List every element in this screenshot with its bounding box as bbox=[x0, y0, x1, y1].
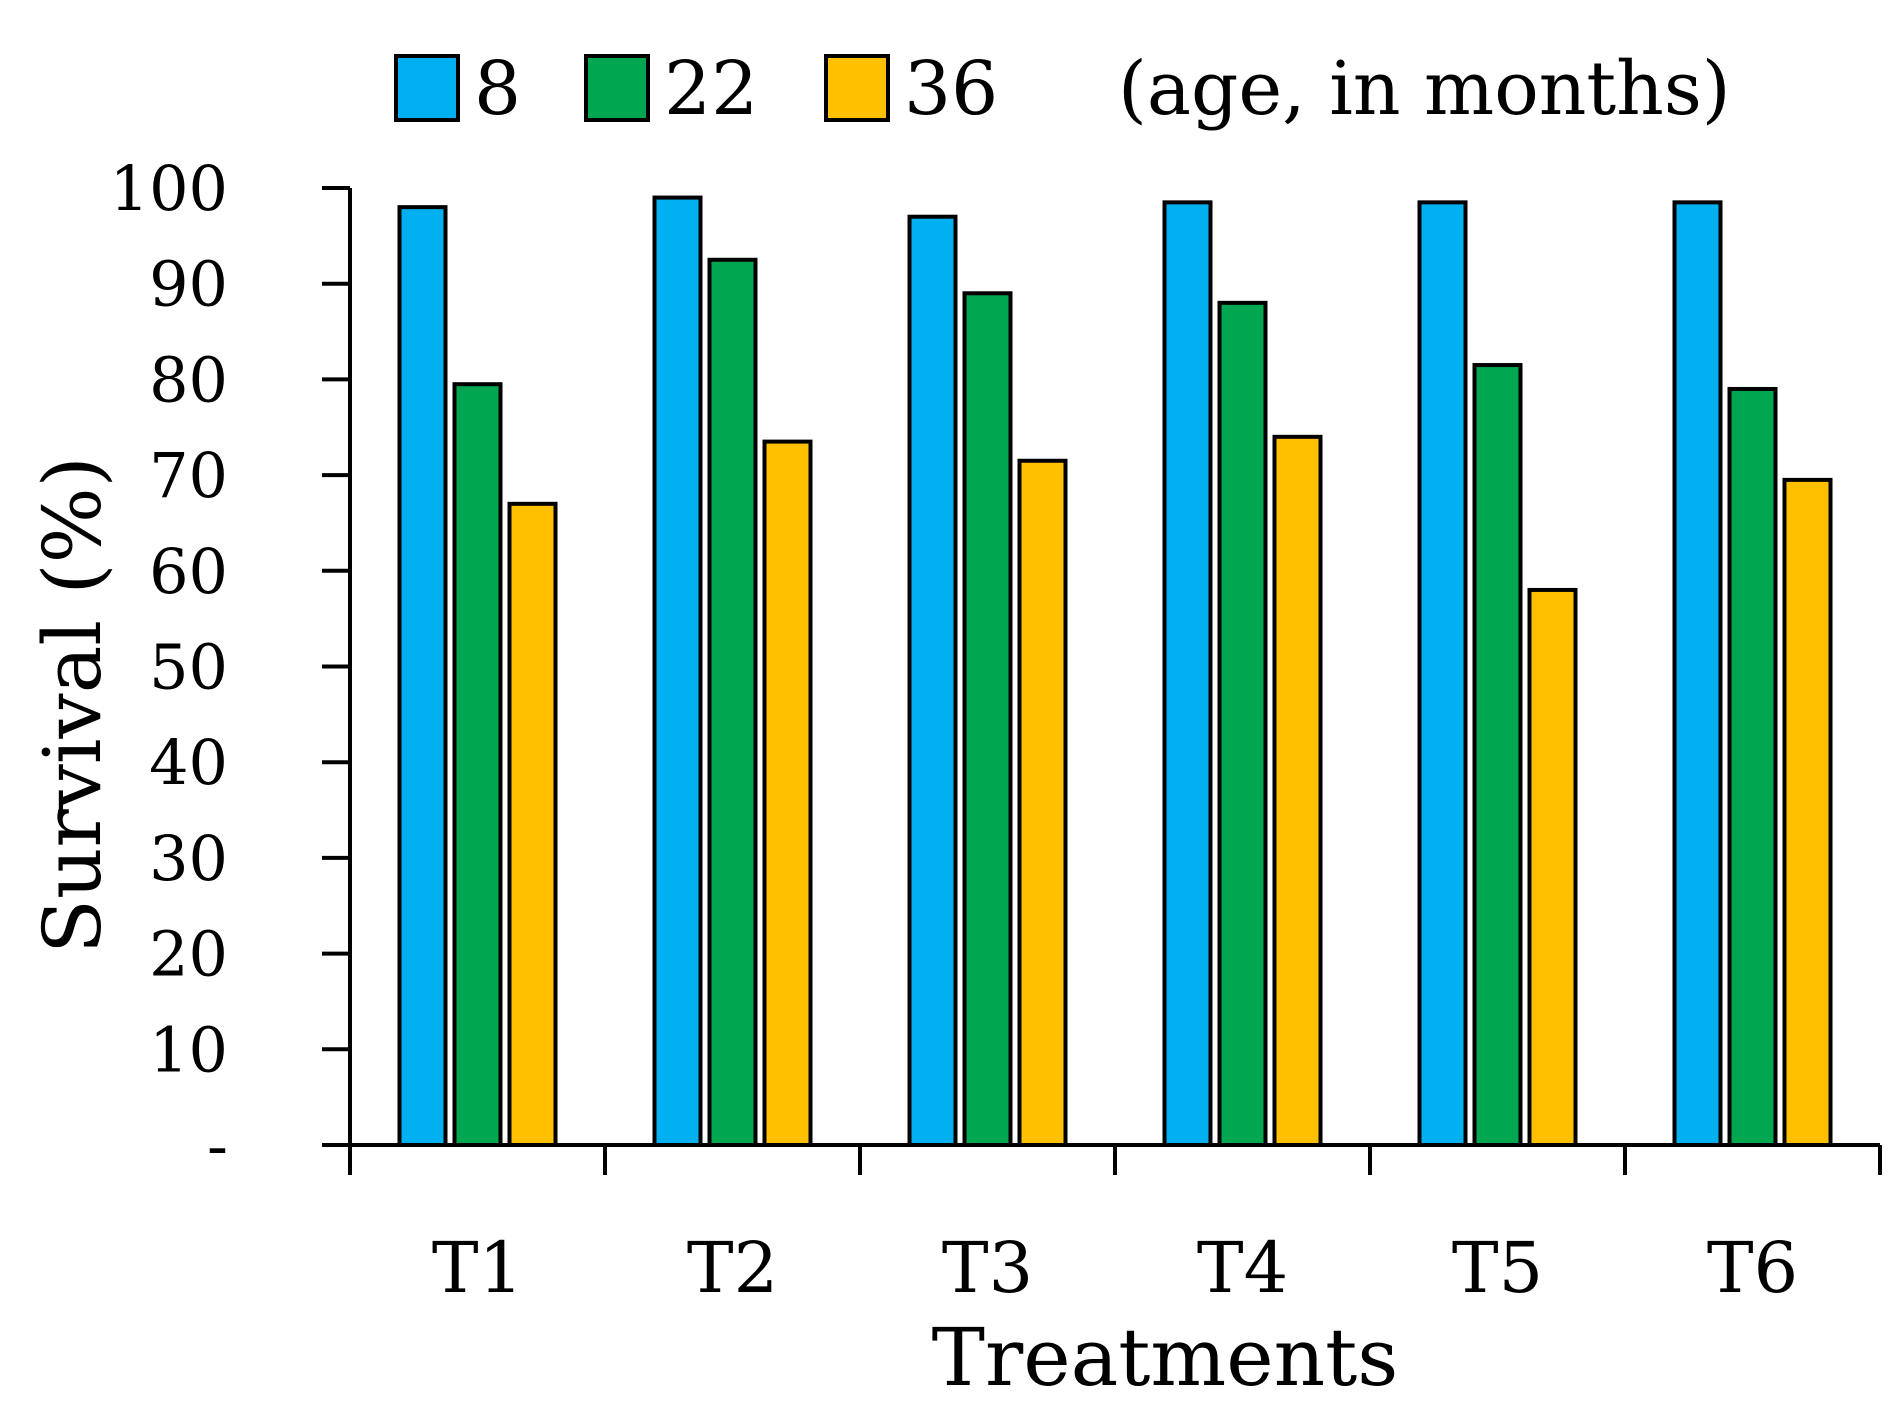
y-tick-label: 90 bbox=[149, 248, 228, 321]
bar-t6-age-36 bbox=[1782, 477, 1833, 1147]
bar-t5-age-36 bbox=[1527, 587, 1578, 1147]
x-category-label: T5 bbox=[1452, 1227, 1543, 1309]
y-tick-label: 60 bbox=[149, 535, 228, 608]
y-tick-label: 40 bbox=[149, 726, 228, 799]
y-tick-label: 20 bbox=[149, 918, 228, 991]
x-category-label: T3 bbox=[942, 1227, 1033, 1309]
bars bbox=[397, 195, 1833, 1148]
bar-t2-age-22 bbox=[707, 257, 758, 1147]
x-axis: T1 T2 T3 T4 T5 T6 bbox=[348, 1143, 1882, 1309]
y-tick-label: - bbox=[207, 1109, 228, 1182]
bar-t4-age-8 bbox=[1162, 200, 1213, 1148]
bar-t5-age-22 bbox=[1472, 363, 1523, 1148]
y-axis-title: Survival (%) bbox=[26, 456, 119, 954]
bar-t2-age-36 bbox=[762, 439, 813, 1148]
y-tick-label: 100 bbox=[110, 152, 228, 225]
y-tick-label: 10 bbox=[149, 1013, 228, 1086]
y-tick-label: 80 bbox=[149, 343, 228, 416]
bar-t3-age-8 bbox=[907, 214, 958, 1147]
legend-swatch-age-8 bbox=[394, 54, 460, 122]
bar-t3-age-36 bbox=[1017, 458, 1068, 1147]
bar-t1-age-22 bbox=[452, 382, 503, 1147]
bar-t3-age-22 bbox=[962, 291, 1013, 1147]
legend-note: (age, in months) bbox=[1118, 46, 1731, 132]
y-tick-label: 50 bbox=[149, 631, 228, 704]
legend-swatch-age-36 bbox=[824, 54, 890, 122]
legend-label: 36 bbox=[904, 46, 998, 132]
x-category-label: T4 bbox=[1197, 1227, 1288, 1309]
x-category-label: T6 bbox=[1707, 1227, 1798, 1309]
x-category-label: T1 bbox=[432, 1227, 523, 1309]
y-axis: - 10 20 30 40 50 60 70 80 90 100 bbox=[110, 152, 352, 1182]
axis-titles: Treatments Survival (%) bbox=[26, 456, 1398, 1404]
y-tick-label: 70 bbox=[149, 439, 228, 512]
legend-label: 8 bbox=[474, 46, 521, 132]
legend-swatch-age-22 bbox=[584, 54, 650, 122]
bar-t4-age-36 bbox=[1272, 434, 1323, 1147]
bar-t5-age-8 bbox=[1417, 200, 1468, 1148]
bar-t1-age-36 bbox=[507, 501, 558, 1147]
y-tick-label: 30 bbox=[149, 822, 228, 895]
x-axis-title: Treatments bbox=[932, 1311, 1399, 1404]
bar-t2-age-8 bbox=[652, 195, 703, 1147]
x-category-label: T2 bbox=[687, 1227, 778, 1309]
bar-t4-age-22 bbox=[1217, 300, 1268, 1147]
legend-label: 22 bbox=[664, 46, 758, 132]
bar-t1-age-8 bbox=[397, 205, 448, 1147]
legend: 8 22 36 (age, in months) bbox=[394, 46, 1731, 132]
bar-t6-age-22 bbox=[1727, 386, 1778, 1148]
bar-t6-age-8 bbox=[1672, 200, 1723, 1148]
